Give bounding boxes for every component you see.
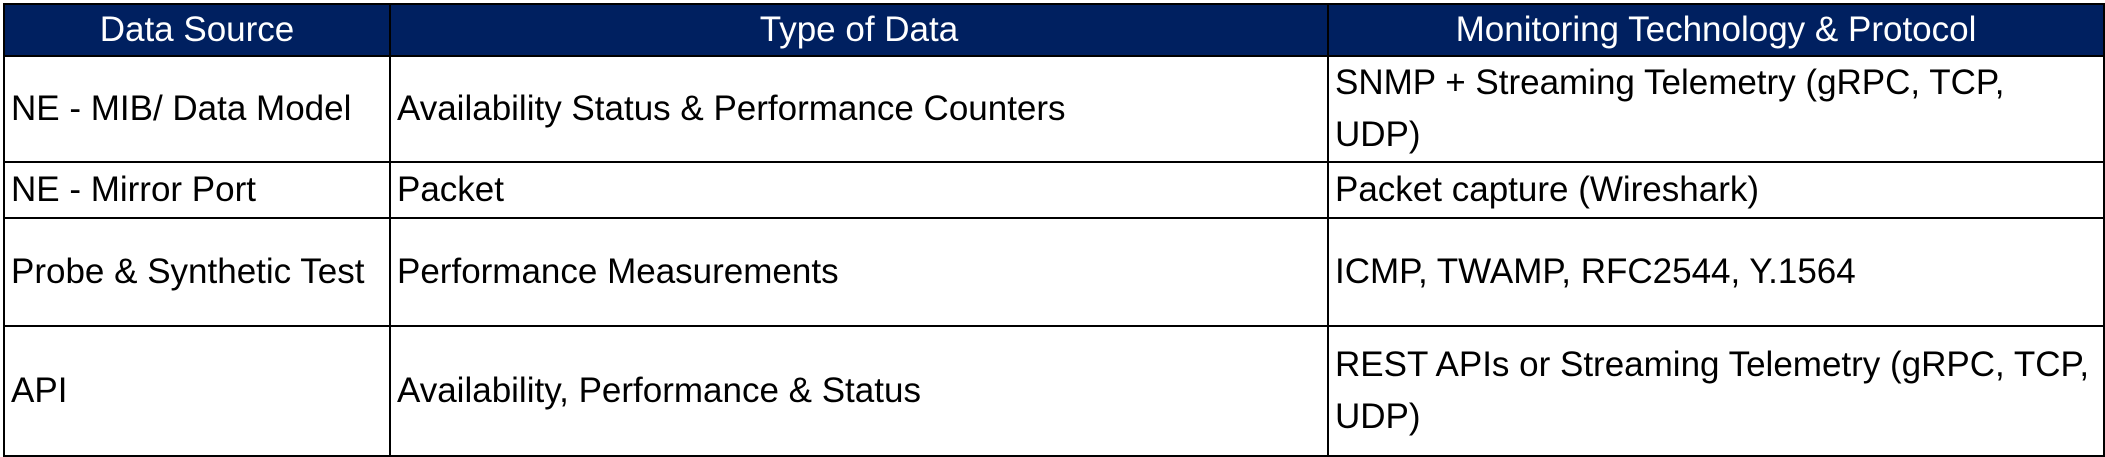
cell-data-source: NE - Mirror Port xyxy=(3,161,391,219)
table-row: NE - Mirror Port Packet Packet capture (… xyxy=(3,161,2105,219)
cell-monitoring-technology: ICMP, TWAMP, RFC2544, Y.1564 xyxy=(1327,217,2105,327)
cell-data-source: NE - MIB/ Data Model xyxy=(3,55,391,163)
header-monitoring-technology: Monitoring Technology & Protocol xyxy=(1327,3,2105,57)
table-row: Probe & Synthetic Test Performance Measu… xyxy=(3,217,2105,327)
cell-data-source: API xyxy=(3,325,391,457)
cell-monitoring-technology: REST APIs or Streaming Telemetry (gRPC, … xyxy=(1327,325,2105,457)
monitoring-data-table-container: Data Source Type of Data Monitoring Tech… xyxy=(3,3,2105,457)
cell-data-source: Probe & Synthetic Test xyxy=(3,217,391,327)
cell-type-of-data: Availability, Performance & Status xyxy=(389,325,1329,457)
header-type-of-data: Type of Data xyxy=(389,3,1329,57)
cell-type-of-data: Performance Measurements xyxy=(389,217,1329,327)
header-data-source: Data Source xyxy=(3,3,391,57)
cell-type-of-data: Packet xyxy=(389,161,1329,219)
monitoring-data-table: Data Source Type of Data Monitoring Tech… xyxy=(3,3,2105,457)
table-row: NE - MIB/ Data Model Availability Status… xyxy=(3,55,2105,163)
cell-monitoring-technology: SNMP + Streaming Telemetry (gRPC, TCP, U… xyxy=(1327,55,2105,163)
cell-type-of-data: Availability Status & Performance Counte… xyxy=(389,55,1329,163)
header-row: Data Source Type of Data Monitoring Tech… xyxy=(3,3,2105,57)
cell-monitoring-technology: Packet capture (Wireshark) xyxy=(1327,161,2105,219)
table-row: API Availability, Performance & Status R… xyxy=(3,325,2105,457)
